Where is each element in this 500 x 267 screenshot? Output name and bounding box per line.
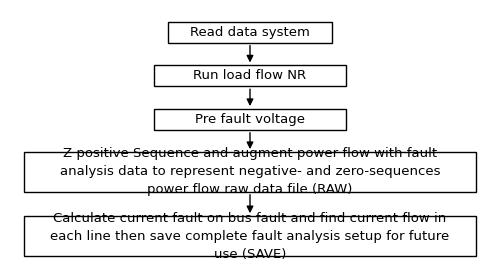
Text: Calculate current fault on bus fault and find current flow in
each line then sav: Calculate current fault on bus fault and… — [50, 211, 450, 261]
FancyBboxPatch shape — [168, 22, 332, 43]
FancyBboxPatch shape — [154, 65, 346, 86]
FancyBboxPatch shape — [154, 109, 346, 130]
FancyBboxPatch shape — [24, 216, 475, 256]
FancyBboxPatch shape — [24, 152, 475, 192]
Text: Pre fault voltage: Pre fault voltage — [195, 113, 305, 126]
Text: Z positive Sequence and augment power flow with fault
analysis data to represent: Z positive Sequence and augment power fl… — [60, 147, 440, 197]
Text: Read data system: Read data system — [190, 26, 310, 39]
Text: Run load flow NR: Run load flow NR — [194, 69, 306, 82]
